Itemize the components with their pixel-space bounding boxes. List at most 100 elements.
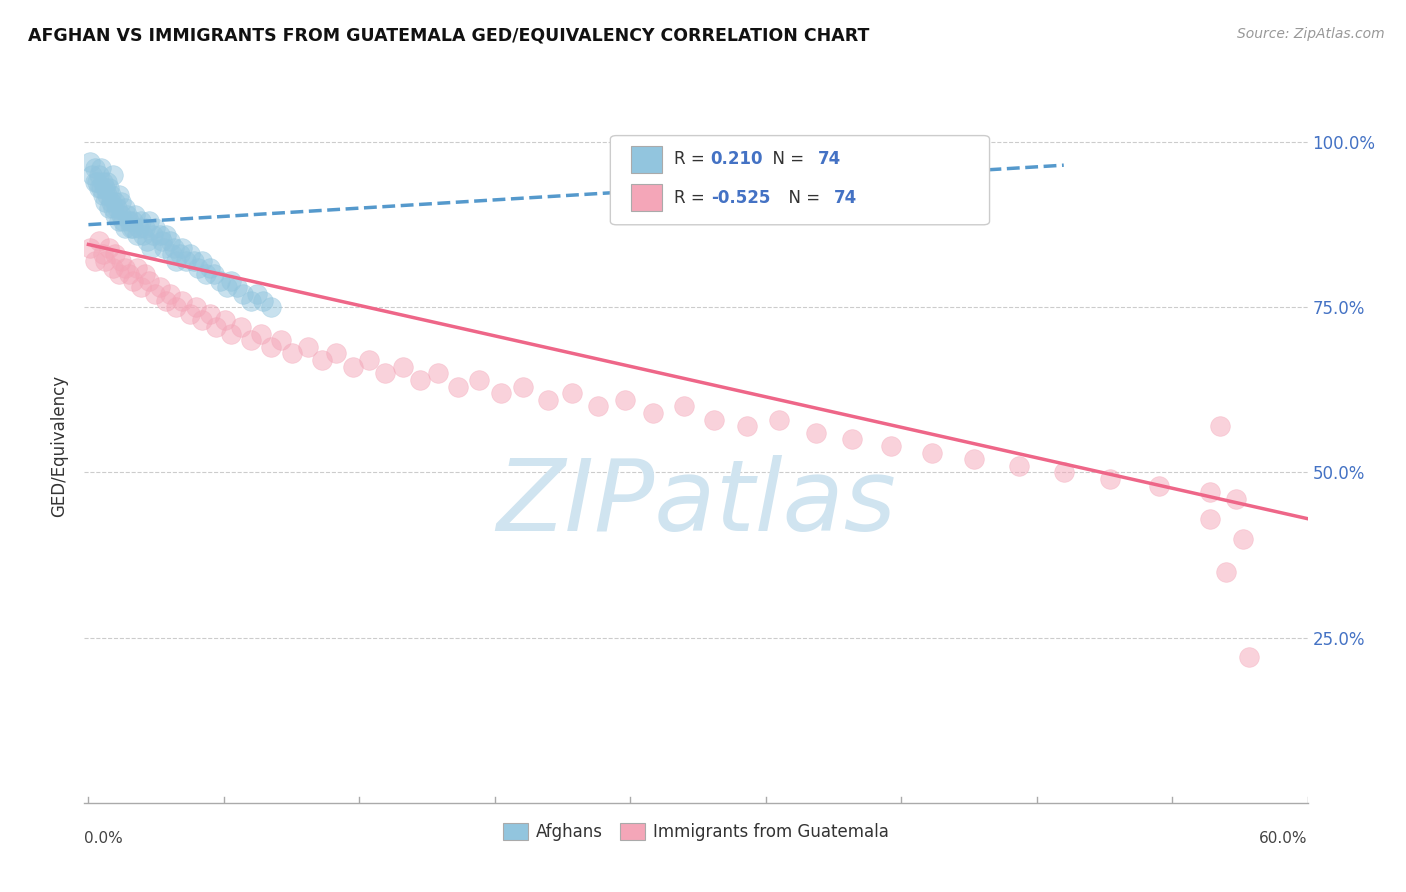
Point xyxy=(392,359,415,374)
Point xyxy=(260,340,283,354)
Point xyxy=(179,307,201,321)
Point xyxy=(408,373,430,387)
Point xyxy=(1232,532,1254,546)
Point xyxy=(214,313,236,327)
Text: 0.0%: 0.0% xyxy=(84,831,124,847)
Point xyxy=(90,161,112,176)
Point xyxy=(93,181,115,195)
Text: AFGHAN VS IMMIGRANTS FROM GUATEMALA GED/EQUIVALENCY CORRELATION CHART: AFGHAN VS IMMIGRANTS FROM GUATEMALA GED/… xyxy=(28,27,869,45)
Point xyxy=(191,313,214,327)
Point xyxy=(129,214,152,228)
Point xyxy=(357,353,380,368)
Point xyxy=(145,287,167,301)
Point xyxy=(93,254,115,268)
Point xyxy=(229,320,252,334)
Point xyxy=(108,214,131,228)
Point xyxy=(104,247,127,261)
FancyBboxPatch shape xyxy=(610,136,990,225)
Point xyxy=(588,400,610,414)
Point xyxy=(205,320,228,334)
Point xyxy=(160,247,183,261)
Point xyxy=(136,234,159,248)
Point xyxy=(97,201,120,215)
Text: R =: R = xyxy=(673,189,710,207)
Point xyxy=(246,287,269,301)
Point xyxy=(215,280,238,294)
Point xyxy=(1053,466,1076,480)
Point xyxy=(124,208,146,222)
Point xyxy=(127,260,149,275)
Bar xyxy=(631,145,662,173)
Point xyxy=(219,326,242,341)
Point xyxy=(165,254,187,268)
Point xyxy=(703,412,725,426)
Bar xyxy=(631,184,662,211)
Point xyxy=(735,419,758,434)
Point xyxy=(325,346,347,360)
Text: -0.525: -0.525 xyxy=(710,189,770,207)
Point xyxy=(101,201,124,215)
Text: 0.210: 0.210 xyxy=(710,150,763,168)
Point xyxy=(142,227,165,242)
Point xyxy=(96,188,118,202)
Point xyxy=(165,300,187,314)
Point xyxy=(297,340,319,354)
Point xyxy=(232,287,254,301)
Point xyxy=(122,214,145,228)
Text: Source: ZipAtlas.com: Source: ZipAtlas.com xyxy=(1237,27,1385,41)
Text: 74: 74 xyxy=(818,150,842,168)
Point xyxy=(1008,458,1031,473)
Point xyxy=(134,221,156,235)
Point xyxy=(138,274,160,288)
Point xyxy=(83,175,105,189)
Point xyxy=(104,208,127,222)
Point xyxy=(118,214,141,228)
Point xyxy=(91,247,114,261)
Point xyxy=(122,221,145,235)
Point xyxy=(195,267,218,281)
Point xyxy=(841,433,863,447)
Point xyxy=(200,307,222,321)
Point xyxy=(86,175,108,189)
Point xyxy=(170,293,193,308)
Text: N =: N = xyxy=(762,150,810,168)
Point xyxy=(209,274,232,288)
Point xyxy=(270,333,292,347)
Point xyxy=(184,300,207,314)
Point xyxy=(97,181,120,195)
Point xyxy=(1149,478,1171,492)
Point xyxy=(311,353,333,368)
Point xyxy=(91,188,114,202)
Point xyxy=(120,221,142,235)
Point xyxy=(141,241,163,255)
Point xyxy=(90,181,112,195)
Point xyxy=(134,267,156,281)
Point xyxy=(672,400,695,414)
Point xyxy=(537,392,560,407)
Point xyxy=(100,194,122,209)
Point xyxy=(138,214,160,228)
Point xyxy=(169,247,191,261)
Point xyxy=(100,188,122,202)
Point xyxy=(155,293,177,308)
Text: 60.0%: 60.0% xyxy=(1260,831,1308,847)
Point xyxy=(1237,650,1260,665)
Y-axis label: GED/Equivalency: GED/Equivalency xyxy=(51,375,69,517)
Point xyxy=(250,326,273,341)
Point xyxy=(82,168,104,182)
Point xyxy=(150,234,173,248)
Point xyxy=(200,260,222,275)
Point xyxy=(512,379,534,393)
Point xyxy=(963,452,986,467)
Point xyxy=(110,208,132,222)
Point xyxy=(145,221,167,235)
Point xyxy=(83,161,105,176)
Point xyxy=(187,260,209,275)
Point xyxy=(613,392,636,407)
Point xyxy=(768,412,790,426)
Point xyxy=(79,241,101,255)
Point xyxy=(342,359,364,374)
Point xyxy=(83,254,105,268)
Point xyxy=(174,254,197,268)
Point xyxy=(96,175,118,189)
